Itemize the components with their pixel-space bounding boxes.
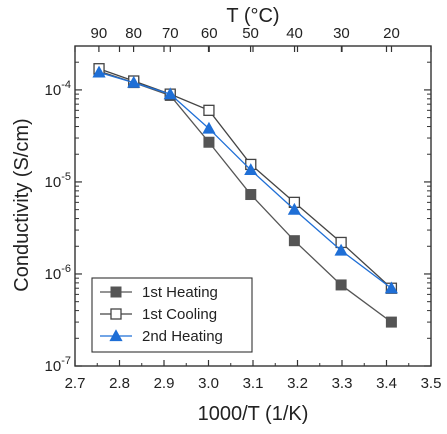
legend-label: 2nd Heating — [142, 328, 223, 345]
data-point — [334, 243, 348, 256]
top-tick-label: 60 — [201, 25, 218, 42]
data-point — [110, 308, 122, 320]
top-tick-label: 90 — [91, 25, 108, 42]
legend-label: 1st Cooling — [142, 306, 217, 323]
legend: 1st Heating 1st Cooling 2nd Heating — [91, 277, 253, 353]
data-point — [288, 235, 300, 247]
data-point — [245, 189, 257, 201]
x-tick-label: 3.3 — [332, 375, 353, 392]
data-point — [110, 286, 122, 298]
x-tick-label: 3.5 — [421, 375, 442, 392]
y-tick-label: 10-4 — [45, 79, 71, 99]
top-tick-label: 70 — [162, 25, 179, 42]
x-axis-title: 1000/T (1/K) — [198, 403, 309, 425]
series-2nd-heating — [92, 65, 398, 294]
y-axis-title: Conductivity (S/cm) — [11, 118, 33, 291]
data-point — [109, 329, 123, 342]
data-point — [287, 202, 301, 215]
top-tick-label: 30 — [333, 25, 350, 42]
series-layer — [92, 63, 398, 328]
series-line — [98, 71, 392, 289]
data-point — [384, 281, 398, 294]
top-axis-title: T (°C) — [226, 5, 279, 27]
y-tick-label: 10-7 — [45, 355, 71, 375]
data-point — [92, 65, 106, 78]
data-point — [127, 75, 141, 88]
x-tick-label: 3.2 — [287, 375, 308, 392]
x-tick-label: 3.1 — [243, 375, 264, 392]
x-tick-label: 3.0 — [198, 375, 219, 392]
series-line — [98, 68, 392, 289]
data-point — [385, 316, 397, 328]
ticks-layer: 2.7 2.8 2.9 3.0 3.1 3.2 3.3 3.4 3.5 90 80 70 60 50 40 3… — [45, 25, 442, 392]
data-point — [203, 104, 215, 116]
x-tick-label: 3.4 — [376, 375, 397, 392]
data-point — [163, 87, 177, 100]
y-tick-label: 10-6 — [45, 263, 71, 283]
data-point — [202, 121, 216, 134]
x-tick-label: 2.8 — [109, 375, 130, 392]
top-tick-label: 80 — [125, 25, 142, 42]
x-tick-label: 2.9 — [154, 375, 175, 392]
top-tick-label: 40 — [286, 25, 303, 42]
data-point — [244, 163, 258, 176]
series-1st-cooling — [93, 63, 398, 294]
data-point — [335, 279, 347, 291]
data-point — [203, 136, 215, 148]
x-tick-label: 2.7 — [65, 375, 86, 392]
top-tick-label: 20 — [383, 25, 400, 42]
top-tick-label: 50 — [242, 25, 259, 42]
legend-label: 1st Heating — [142, 284, 218, 301]
y-tick-label: 10-5 — [45, 171, 71, 191]
